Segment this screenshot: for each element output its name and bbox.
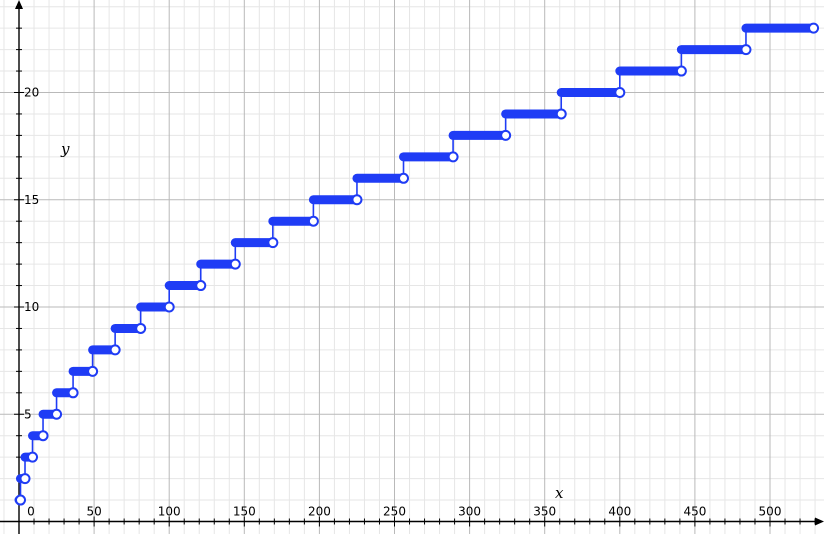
open-endpoint (51, 408, 63, 420)
x-tick-label: 400 (608, 505, 631, 519)
x-axis-arrow (815, 517, 824, 526)
open-endpoint (109, 344, 121, 356)
open-endpoint (267, 237, 279, 249)
open-endpoint (87, 365, 99, 377)
open-endpoint (675, 65, 687, 77)
open-endpoint (307, 215, 319, 227)
x-tick-label: 250 (383, 505, 406, 519)
x-tick-label: 50 (86, 505, 101, 519)
open-endpoint (555, 108, 567, 120)
open-endpoint (15, 494, 27, 506)
x-axis-label: x (555, 484, 564, 502)
open-endpoint (135, 322, 147, 334)
open-endpoint (398, 172, 410, 184)
tick-labels: 0 50 100 150 200 250 300 350 400 450 500 5 10 15 20 (24, 86, 781, 519)
x-tick-label: 200 (308, 505, 331, 519)
x-tick-label: 300 (458, 505, 481, 519)
open-endpoint (614, 87, 626, 98)
open-endpoint (67, 387, 79, 399)
x-tick-label: 500 (759, 505, 782, 519)
y-tick-label: 15 (24, 193, 39, 207)
open-endpoint (447, 151, 459, 163)
open-endpoint (27, 451, 39, 463)
open-endpoint (195, 280, 207, 292)
x-tick-label: 350 (533, 505, 556, 519)
x-tick-label: 150 (233, 505, 256, 519)
y-tick-label: 10 (24, 300, 39, 314)
y-axis-arrow (15, 0, 23, 9)
series-group (14, 22, 820, 506)
x-tick-label: 100 (158, 505, 181, 519)
open-endpoint (163, 301, 175, 313)
y-axis-label: y (60, 140, 70, 158)
y-tick-label: 20 (24, 86, 39, 100)
open-endpoint (500, 129, 512, 141)
open-endpoint (37, 430, 49, 442)
open-endpoint (808, 22, 820, 34)
open-endpoint (229, 258, 241, 270)
y-tick-label: 5 (24, 407, 32, 421)
open-endpoint (19, 473, 31, 485)
x-tick-label: 450 (683, 505, 706, 519)
open-endpoint (351, 194, 363, 206)
x-tick-label: 0 (27, 505, 35, 519)
open-endpoint (740, 44, 752, 56)
